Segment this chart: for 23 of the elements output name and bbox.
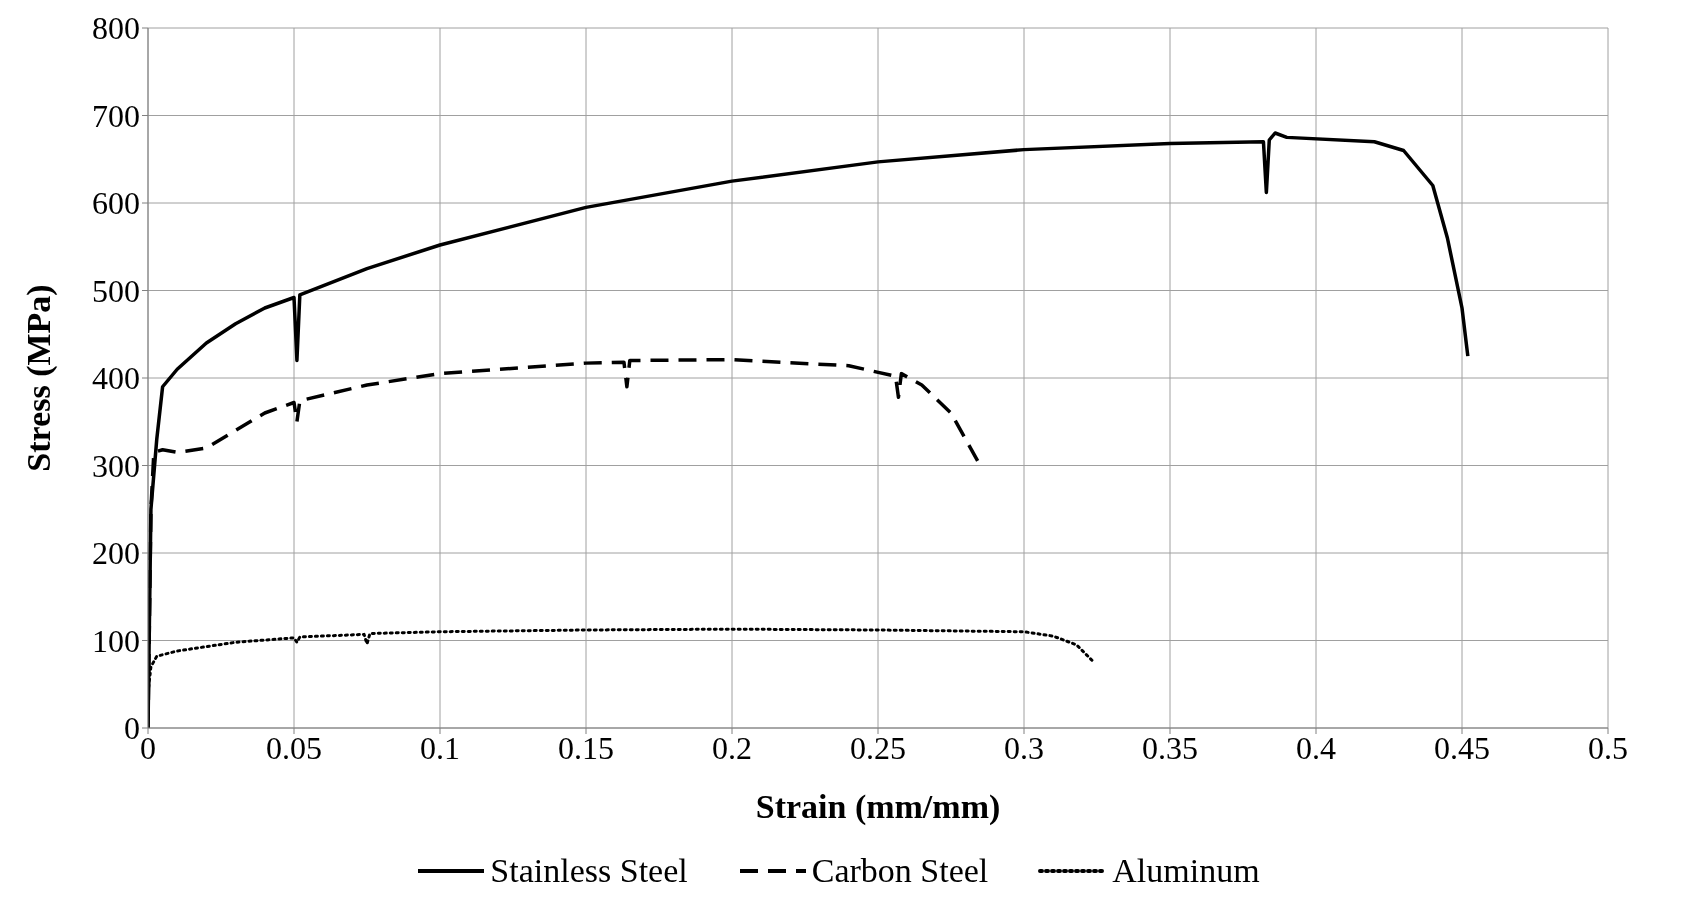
legend-label: Aluminum [1112,852,1260,890]
x-tick-label: 0.1 [420,729,460,766]
x-tick-label: 0.3 [1004,729,1044,766]
legend-label: Stainless Steel [490,852,688,890]
x-tick-label: 0.35 [1142,729,1198,766]
legend-label: Carbon Steel [811,852,989,890]
y-tick-label: 700 [92,97,140,134]
x-tick-label: 0.05 [266,729,322,766]
y-tick-label: 200 [92,535,140,572]
x-tick-label: 0.25 [850,729,906,766]
y-axis-title: Stress (MPa) [20,284,59,472]
y-tick-label: 300 [92,447,140,484]
x-tick-label: 0.45 [1434,729,1490,766]
x-tick-label: 0.4 [1296,729,1336,766]
y-tick-label: 400 [92,360,140,397]
y-tick-label: 500 [92,272,140,309]
y-tick-label: 100 [92,622,140,659]
y-tick-label: 800 [92,10,140,47]
y-tick-label: 600 [92,185,140,222]
x-tick-label: 0.15 [558,729,614,766]
x-tick-label: 0.5 [1588,729,1628,766]
x-axis-title: Strain (mm/mm) [755,788,1001,826]
x-tick-label: 0.2 [712,729,752,766]
